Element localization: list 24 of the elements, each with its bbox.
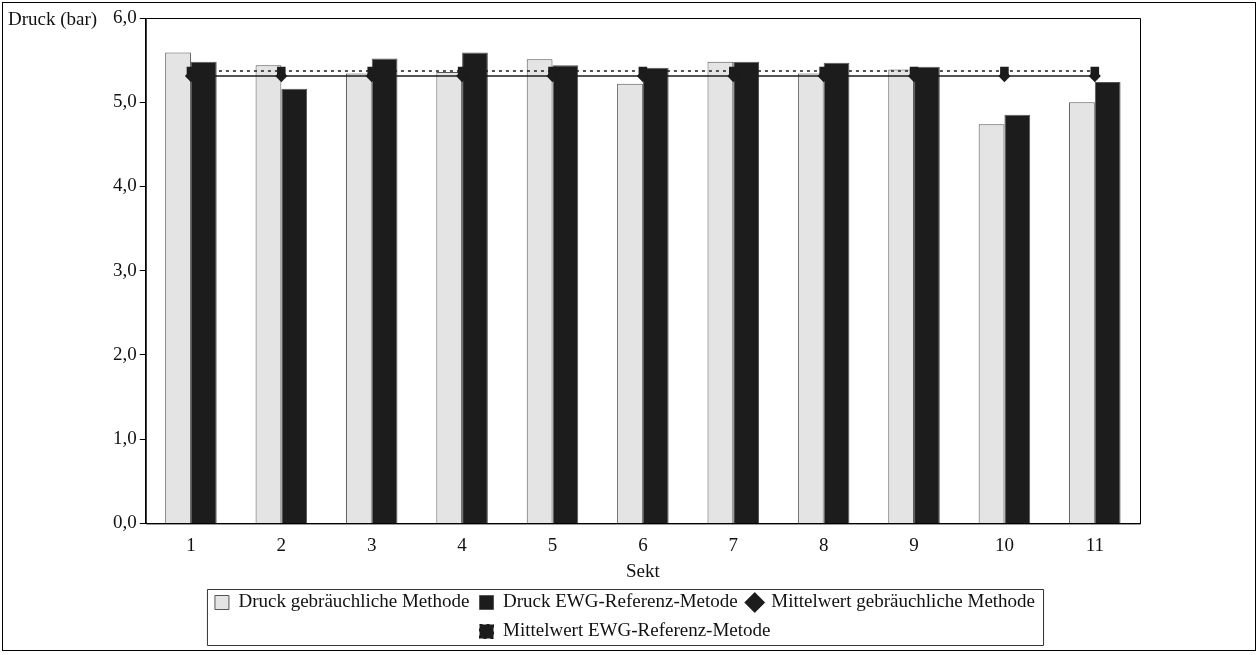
x-tick-label: 6 [638,533,648,555]
x-tick-label: 1 [186,533,196,555]
y-axis-title: Druck (bar) [8,8,98,30]
legend-label: Druck gebräuchliche Methode [238,590,470,612]
y-tick-label: 4,0 [113,174,137,196]
y-tick-label: 0,0 [113,511,137,533]
y-tick-label: 3,0 [113,258,137,280]
x-tick-label: 5 [547,533,558,555]
x-axis-title: Sekt [625,559,661,581]
y-tick-label: 5,0 [113,90,137,112]
legend-label: Druck EWG-Referenz-Metode [503,590,738,612]
x-tick-label: 10 [994,533,1014,555]
y-tick-label: 6,0 [113,5,137,27]
x-tick-label: 4 [457,533,468,555]
x-tick-label: 11 [1085,533,1104,555]
x-tick-label: 2 [276,533,287,555]
legend-label: Mittelwert EWG-Referenz-Metode [503,619,771,641]
x-tick-label: 8 [818,533,829,555]
x-tick-label: 3 [366,533,377,555]
legend-label: Mittelwert gebräuchliche Methode [771,590,1036,612]
y-tick-label: 1,0 [113,427,137,449]
y-tick-label: 2,0 [113,342,137,364]
x-tick-label: 9 [909,533,919,555]
x-tick-label: 7 [728,533,739,555]
